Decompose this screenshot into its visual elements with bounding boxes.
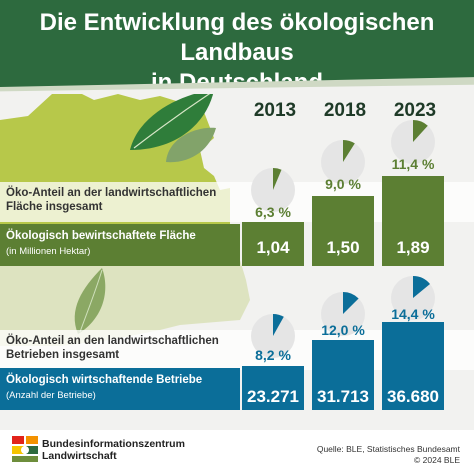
leaf-lower-vein-icon xyxy=(79,269,103,333)
farm-info-band: Ökologisch wirtschaftende Betriebe (Anza… xyxy=(0,368,240,410)
area-share-2013: 6,3 % xyxy=(255,204,291,220)
area-bar-2023 xyxy=(382,176,444,266)
area-share-2023: 11,4 % xyxy=(391,156,435,172)
farm-band-subtitle: (Anzahl der Betriebe) xyxy=(6,390,96,401)
farm-bar-2018 xyxy=(312,340,374,410)
farm-pie-2018 xyxy=(321,292,365,336)
source-line-2: © 2024 BLE xyxy=(414,455,460,465)
farm-value-2018: 31.713 xyxy=(317,387,369,406)
farm-share-2013: 8,2 % xyxy=(255,347,291,363)
germany-map-south xyxy=(0,260,250,346)
logo-line-2: Landwirtschaft xyxy=(42,450,117,462)
year-2018: 2018 xyxy=(323,100,367,121)
leaf-vein-icon xyxy=(133,91,213,149)
area-pie-2023 xyxy=(391,119,435,164)
title-line-1: Die Entwicklung des ökologischen Landbau… xyxy=(39,9,435,66)
farm-share-2023: 14,4 % xyxy=(391,306,435,322)
area-band-title: Ökologisch bewirtschaftete Fläche xyxy=(6,230,196,242)
area-value-2023: 1,89 xyxy=(396,238,430,257)
logo-text: Bundesinformationszentrum Landwirtschaft xyxy=(42,438,185,462)
farm-bar-2013 xyxy=(242,366,304,410)
farm-value-2023: 36.680 xyxy=(387,387,439,406)
leaf-small-icon xyxy=(166,127,216,163)
farm-pie-2013-slice xyxy=(273,313,284,336)
farm-share-label-line-2: Betrieben insgesamt xyxy=(6,349,120,361)
area-bar-2018 xyxy=(312,196,374,266)
bzl-logo-icon xyxy=(12,436,38,462)
farm-pie-2013 xyxy=(251,313,295,358)
farm-bar-2023 xyxy=(382,322,444,410)
area-share-2018: 9,0 % xyxy=(325,176,361,192)
area-pie-2018-slice xyxy=(343,139,355,162)
farm-share-label-line-1: Öko-Anteil an den landwirtschaftlichen xyxy=(6,335,219,347)
footer xyxy=(0,430,474,474)
farm-share-label: Öko-Anteil an den landwirtschaftlichen B… xyxy=(6,334,219,362)
farm-pie-2023-slice xyxy=(413,275,430,298)
area-pie-2023-slice xyxy=(413,119,428,142)
area-pie-2013 xyxy=(251,167,295,212)
area-info-band: Ökologisch bewirtschaftete Fläche (in Mi… xyxy=(0,224,240,266)
farm-share-2018: 12,0 % xyxy=(321,322,365,338)
area-pie-2018 xyxy=(321,139,365,184)
farm-band-title: Ökologisch wirtschaftende Betriebe xyxy=(6,374,203,386)
page-title: Die Entwicklung des ökologischen Landbau… xyxy=(0,8,474,94)
year-2013: 2013 xyxy=(253,100,297,121)
header-banner: Die Entwicklung des ökologischen Landbau… xyxy=(0,0,474,94)
farm-pie-2023 xyxy=(391,275,435,320)
area-value-2018: 1,50 xyxy=(326,238,360,257)
area-pie-2013-slice xyxy=(273,167,282,190)
source-note: Quelle: BLE, Statistisches Bundesamt © 2… xyxy=(317,444,460,466)
area-band-subtitle: (in Millionen Hektar) xyxy=(6,246,91,257)
area-bar-2013 xyxy=(242,222,304,266)
year-2023: 2023 xyxy=(393,100,437,121)
farm-pie-2018-slice xyxy=(343,292,359,314)
area-share-label-line-1: Öko-Anteil an der landwirtschaftlichen xyxy=(6,187,217,199)
area-value-2013: 1,04 xyxy=(256,238,290,257)
area-share-label: Öko-Anteil an der landwirtschaftlichen F… xyxy=(6,186,216,214)
area-share-label-line-2: Fläche insgesamt xyxy=(6,201,103,213)
farm-value-2013: 23.271 xyxy=(247,387,299,406)
logo-line-1: Bundesinformationszentrum xyxy=(42,438,185,450)
source-line-1: Quelle: BLE, Statistisches Bundesamt xyxy=(316,444,460,454)
